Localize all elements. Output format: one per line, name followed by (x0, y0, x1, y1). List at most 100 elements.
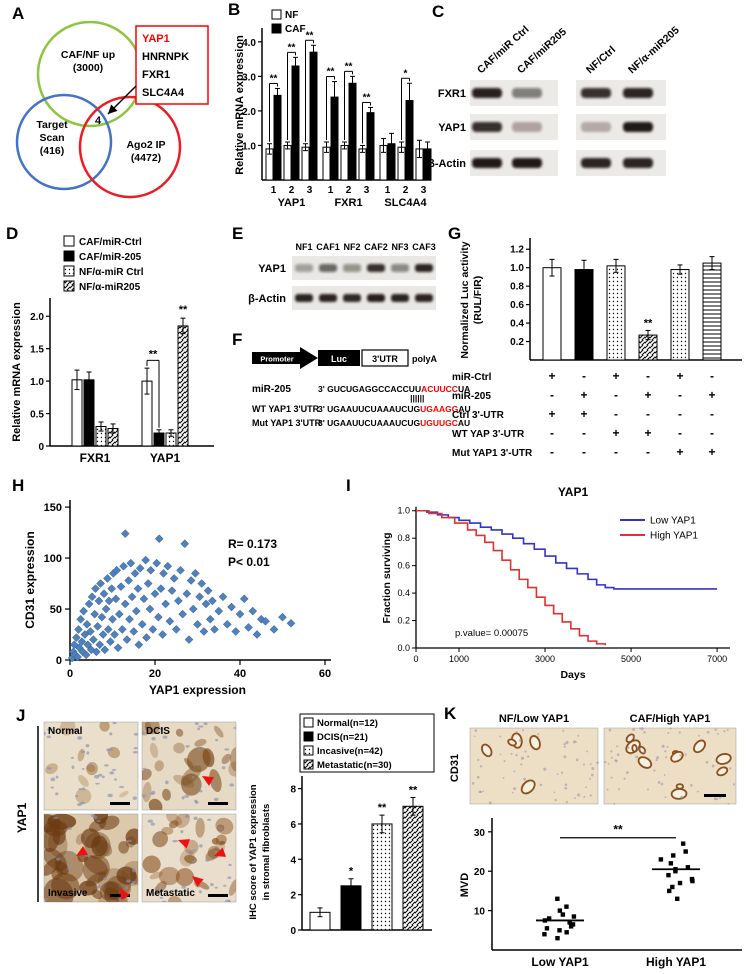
venn-set-label: (3000) (73, 62, 103, 74)
sig-star: ** (613, 823, 623, 837)
b-legend-item: CAF (285, 24, 306, 35)
d-legend-item: NF/α-miR205 (79, 282, 141, 293)
scatter-point (150, 589, 160, 599)
scatter-point (76, 614, 85, 624)
red-arrowhead (76, 846, 89, 856)
scatter-point (141, 555, 151, 565)
scatter-point (201, 599, 211, 609)
svg-text:1.5: 1.5 (30, 345, 44, 356)
scatter-point (152, 558, 162, 568)
dot-point (544, 926, 550, 931)
scatter-point (120, 529, 130, 538)
scatter-point (161, 599, 170, 609)
scatter-point (256, 614, 266, 624)
blot-row-label: β-Actin (248, 293, 286, 305)
svg-text:0.8: 0.8 (510, 282, 524, 293)
dot-point (564, 930, 569, 935)
scatter-point (180, 539, 190, 549)
scatter-point (125, 614, 134, 624)
scatter-point (111, 594, 121, 604)
scatter-point (120, 599, 130, 609)
matrix-sign: + (548, 369, 555, 383)
scatter-point (77, 637, 87, 647)
svg-text:5000: 5000 (621, 654, 641, 664)
k-image-label: CAF/High YAP1 (630, 713, 711, 725)
svg-text:0.5: 0.5 (30, 410, 44, 421)
dot-point (671, 853, 676, 858)
scatter-point (110, 630, 119, 639)
svg-text:2.0: 2.0 (30, 312, 44, 323)
matrix-sign: + (580, 388, 587, 402)
dot-point (677, 880, 683, 886)
dot-point (555, 896, 560, 901)
panel-g-chart: 0.2 0.4 0.6 0.8 1.0 1.2 Normalized Luc activit… (452, 238, 742, 459)
j-image-label: Invasive (48, 888, 88, 899)
b-gene-label: SLC4A4 (384, 197, 427, 209)
matrix-sign: - (646, 445, 650, 459)
panel-h-label: H (12, 476, 25, 495)
panel-h-scatter: 0 50 100 150 0 20 40 60 CD31 expression YAP1 expr… (23, 500, 331, 697)
dot-point (570, 922, 576, 927)
wt-label: WT YAP1 3'UTR (252, 404, 320, 414)
venn-set-label: Target (36, 119, 68, 131)
svg-text:7000: 7000 (707, 654, 727, 664)
svg-text:3.0: 3.0 (242, 72, 256, 83)
matrix-sign: + (580, 407, 587, 421)
scale-bar (704, 794, 726, 797)
dot-point (571, 914, 577, 919)
svg-text:150: 150 (44, 502, 62, 514)
scatter-point (191, 569, 200, 578)
scatter-point (84, 599, 94, 609)
d-legend-item: CAF/miR-205 (79, 252, 142, 263)
matrix-sign: - (646, 407, 650, 421)
d-legend-item: CAF/miR-Ctrl (79, 237, 142, 248)
venn-set-label: Scan (39, 132, 64, 144)
matrix-row-label: miR-Ctrl (452, 372, 492, 383)
scatter-point (208, 596, 217, 606)
scatter-point (174, 596, 183, 606)
scatter-point (107, 584, 117, 593)
scatter-point (159, 569, 168, 578)
matrix-sign: - (678, 407, 682, 421)
scatter-point (158, 630, 168, 639)
scatter-point (163, 561, 173, 571)
blot-lane-label: NF/Ctrl (584, 44, 618, 76)
scatter-point (97, 612, 107, 622)
matrix-sign: - (582, 445, 586, 459)
svg-text:10: 10 (474, 907, 486, 918)
sig-star: ** (327, 67, 335, 78)
utr-box (361, 349, 409, 367)
scatter-point (227, 602, 236, 612)
blot-row-label: FXR1 (438, 88, 466, 100)
sig-star: ** (363, 92, 371, 103)
sig-star: ** (409, 784, 418, 796)
svg-text:0.8: 0.8 (397, 533, 410, 543)
i-ylabel: Fraction surviving (381, 532, 393, 623)
svg-text:20: 20 (474, 867, 486, 878)
scatter-point (74, 625, 83, 634)
scatter-point (231, 627, 241, 636)
panel-d-label: D (6, 224, 19, 243)
scatter-point (145, 604, 155, 614)
dot-point (666, 872, 671, 878)
svg-text:0.4: 0.4 (510, 319, 524, 330)
scatter-point (188, 604, 198, 614)
blot-band (367, 264, 385, 272)
scatter-point (210, 625, 219, 634)
dot-point (667, 888, 672, 894)
scatter-point (73, 652, 83, 662)
panel-i-km: YAP1 0.0 0.2 0.4 0.6 0.8 1.0 0 1000 3000 5000 7000 F… (381, 485, 730, 681)
scatter-point (184, 635, 194, 644)
dot-point (546, 916, 552, 921)
svg-text:1.0: 1.0 (397, 506, 410, 516)
svg-text:8: 8 (290, 785, 296, 796)
scatter-point (82, 619, 92, 629)
h-annotation: R= 0.173 (228, 537, 277, 551)
scale-bar (208, 802, 228, 805)
h-xlabel: YAP1 expression (149, 683, 246, 697)
svg-text:0.6: 0.6 (510, 300, 524, 311)
scatter-point (278, 612, 287, 622)
